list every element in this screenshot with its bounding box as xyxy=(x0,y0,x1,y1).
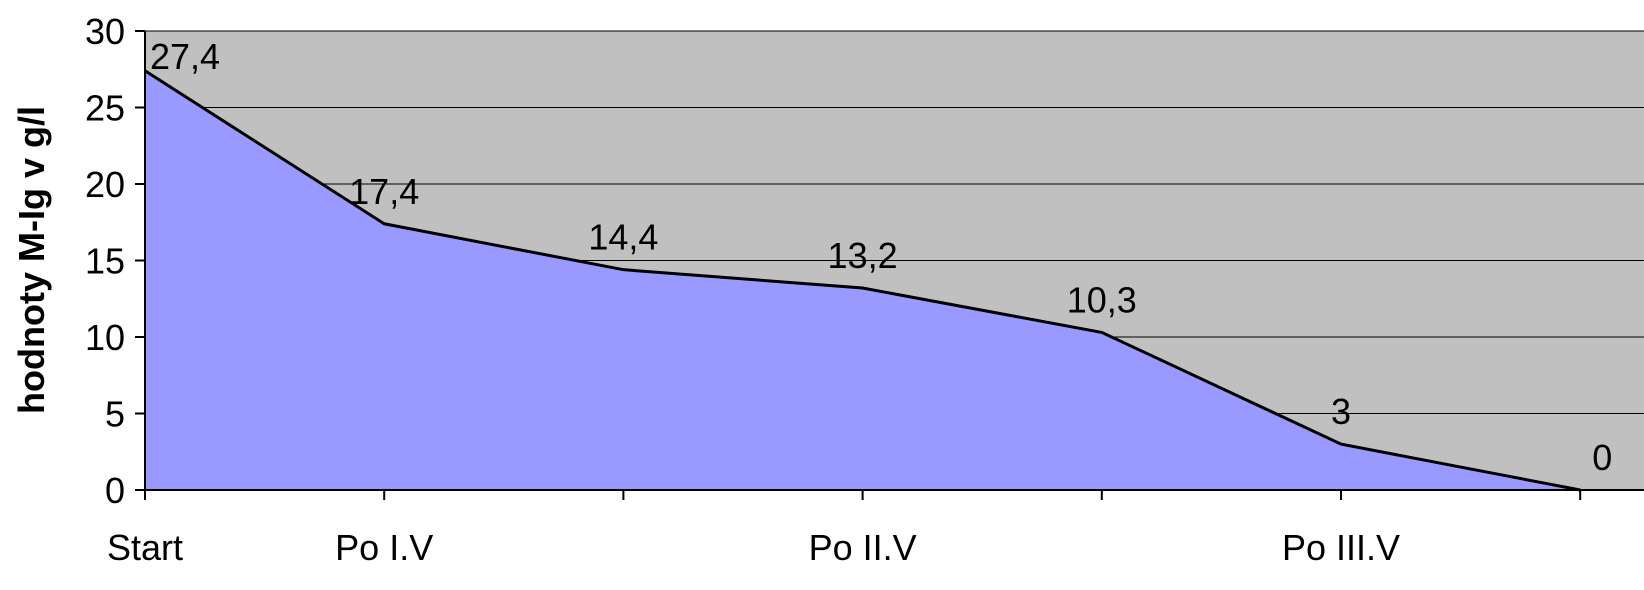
y-tick-label: 30 xyxy=(85,11,125,52)
x-tick-label: Start xyxy=(107,527,183,568)
data-label: 13,2 xyxy=(828,235,898,276)
x-axis-ticks: Start Po I.V Po II.V Po III.V xyxy=(107,490,1582,568)
data-label: 10,3 xyxy=(1067,279,1137,320)
data-label: 27,4 xyxy=(150,36,220,77)
y-tick-label: 0 xyxy=(105,470,125,511)
x-tick-label: Po III.V xyxy=(1282,527,1400,568)
y-tick-label: 20 xyxy=(85,164,125,205)
data-label: 14,4 xyxy=(588,217,658,258)
data-label: 0 xyxy=(1592,437,1612,478)
y-tick-label: 10 xyxy=(85,317,125,358)
series-area xyxy=(145,70,1581,490)
data-labels: 27,4 17,4 14,4 13,2 10,3 3 0 xyxy=(150,36,1612,478)
y-axis-ticks: 0 5 10 15 20 25 30 xyxy=(85,11,145,511)
y-axis-label: hodnoty M-Ig v g/l xyxy=(11,106,52,414)
data-label: 3 xyxy=(1331,391,1351,432)
y-tick-label: 5 xyxy=(105,394,125,435)
series-line xyxy=(144,69,1581,492)
data-label: 17,4 xyxy=(349,171,419,212)
y-tick-label: 15 xyxy=(85,241,125,282)
x-tick-label: Po I.V xyxy=(335,527,433,568)
y-tick-label: 25 xyxy=(85,88,125,129)
x-tick-label: Po II.V xyxy=(809,527,917,568)
